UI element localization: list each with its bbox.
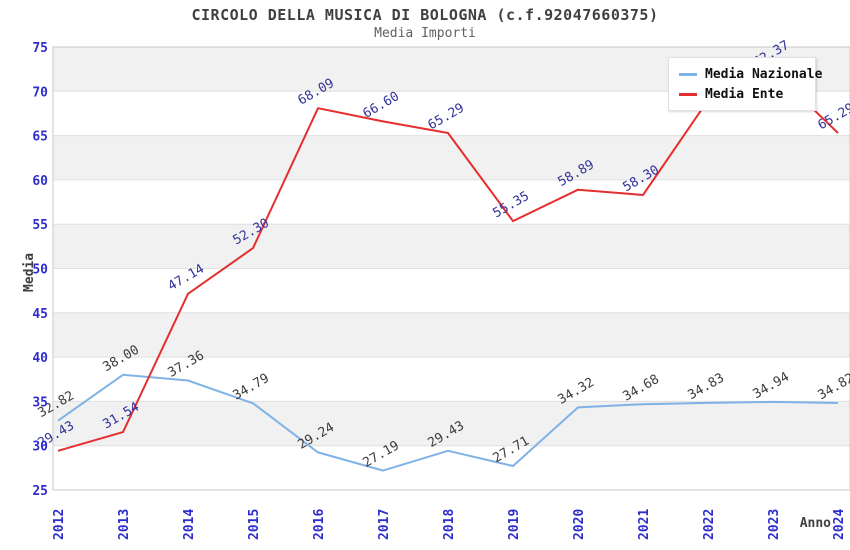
- point-label: 34.68: [621, 372, 662, 405]
- x-tick-label: 2014: [182, 509, 197, 540]
- x-tick-label: 2020: [572, 509, 587, 540]
- y-tick-label: 45: [32, 307, 48, 322]
- x-tick-label: 2021: [637, 509, 652, 540]
- point-label: 65.29: [426, 101, 467, 134]
- x-axis-title: Anno: [800, 516, 831, 531]
- plot-band: [53, 401, 850, 446]
- x-tick-label: 2018: [442, 509, 457, 540]
- y-tick-label: 40: [32, 351, 48, 366]
- y-tick-label: 50: [32, 263, 48, 278]
- legend-swatch-icon: [679, 92, 697, 96]
- plot-border: [52, 46, 850, 491]
- y-axis-title: Media: [22, 253, 37, 292]
- plot-band: [53, 312, 850, 358]
- legend-label: Media Nazionale: [705, 66, 823, 82]
- legend-label: Media Ente: [705, 86, 784, 102]
- x-tick-label: 2022: [702, 509, 717, 540]
- chart-subtitle: Media Importi: [374, 26, 476, 41]
- y-tick-label: 70: [32, 85, 48, 100]
- x-tick-label: 2024: [832, 509, 847, 540]
- x-tick-label: 2013: [117, 509, 132, 540]
- y-tick-label: 55: [32, 218, 48, 233]
- y-tick-label: 30: [32, 440, 48, 455]
- x-tick-label: 2023: [767, 509, 782, 540]
- y-tick-label: 60: [32, 174, 48, 189]
- y-tick-label: 25: [32, 484, 48, 499]
- x-tick-label: 2016: [312, 509, 327, 540]
- x-tick-label: 2012: [52, 509, 67, 540]
- chart-title: CIRCOLO DELLA MUSICA DI BOLOGNA (c.f.920…: [191, 6, 659, 24]
- legend-swatch-icon: [679, 72, 697, 76]
- point-label: 66.60: [361, 89, 402, 122]
- plot-band: [53, 224, 850, 269]
- chart-legend: Media Nazionale Media Ente: [668, 57, 822, 111]
- x-tick-label: 2015: [247, 509, 262, 540]
- point-label: 55.35: [491, 189, 532, 222]
- x-tick-label: 2017: [377, 509, 392, 540]
- plot-band: [53, 135, 850, 180]
- legend-item-media-nazionale: Media Nazionale: [679, 64, 822, 84]
- point-label: 34.83: [686, 371, 727, 404]
- y-tick-label: 65: [32, 130, 48, 145]
- point-label: 34.82: [816, 371, 850, 404]
- x-tick-label: 2019: [507, 509, 522, 540]
- point-label: 34.94: [751, 370, 793, 403]
- point-label: 34.79: [231, 371, 272, 404]
- y-tick-label: 75: [32, 41, 48, 56]
- series-line-media-nazionale: [57, 373, 839, 472]
- y-tick-label: 35: [32, 395, 48, 410]
- legend-item-media-ente: Media Ente: [679, 84, 805, 104]
